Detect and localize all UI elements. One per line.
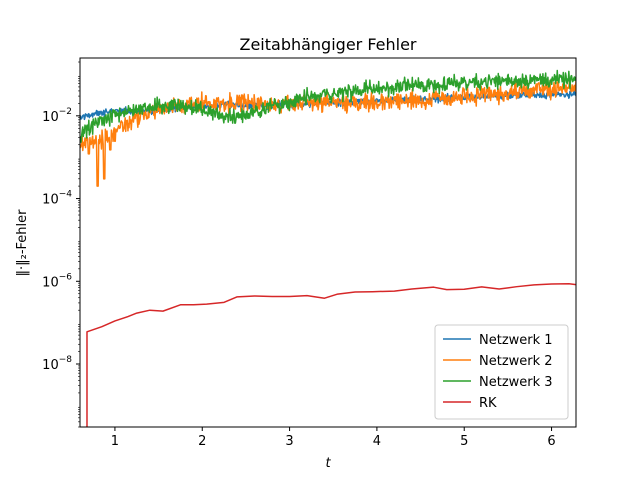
x-tick-label: 3 bbox=[285, 434, 293, 449]
y-axis-label: ‖·‖₂-Fehler bbox=[15, 209, 30, 277]
legend-box bbox=[434, 324, 569, 420]
legend-label: Netzwerk 2 bbox=[479, 354, 553, 369]
y-axis: 10−8 10−6 10−4 10−2 bbox=[42, 61, 80, 428]
series-line-rk bbox=[86, 283, 576, 427]
x-tick-label: 2 bbox=[198, 434, 206, 449]
y-tick-label: 10−4 bbox=[42, 190, 72, 208]
x-tick-label: 6 bbox=[547, 434, 555, 449]
chart-title: Zeitabhängiger Fehler bbox=[239, 35, 416, 54]
plot-frame bbox=[79, 57, 577, 428]
y-tick-label: 10−8 bbox=[42, 355, 72, 373]
legend-label: Netzwerk 1 bbox=[479, 333, 553, 348]
series-line-netzwerk-3 bbox=[80, 69, 576, 143]
legend-label: Netzwerk 3 bbox=[479, 375, 553, 390]
legend: Netzwerk 1 Netzwerk 2 Netzwerk 3 RK bbox=[434, 324, 569, 420]
series-layer bbox=[80, 69, 576, 427]
x-axis-label: t bbox=[325, 456, 331, 471]
y-tick-label: 10−2 bbox=[42, 107, 72, 125]
legend-label: RK bbox=[479, 396, 497, 411]
x-axis: 1 2 3 4 5 6 bbox=[111, 427, 556, 449]
x-tick-label: 5 bbox=[460, 434, 468, 449]
x-tick-label: 4 bbox=[373, 434, 381, 449]
y-tick-label: 10−6 bbox=[42, 272, 72, 290]
x-tick-label: 1 bbox=[111, 434, 119, 449]
